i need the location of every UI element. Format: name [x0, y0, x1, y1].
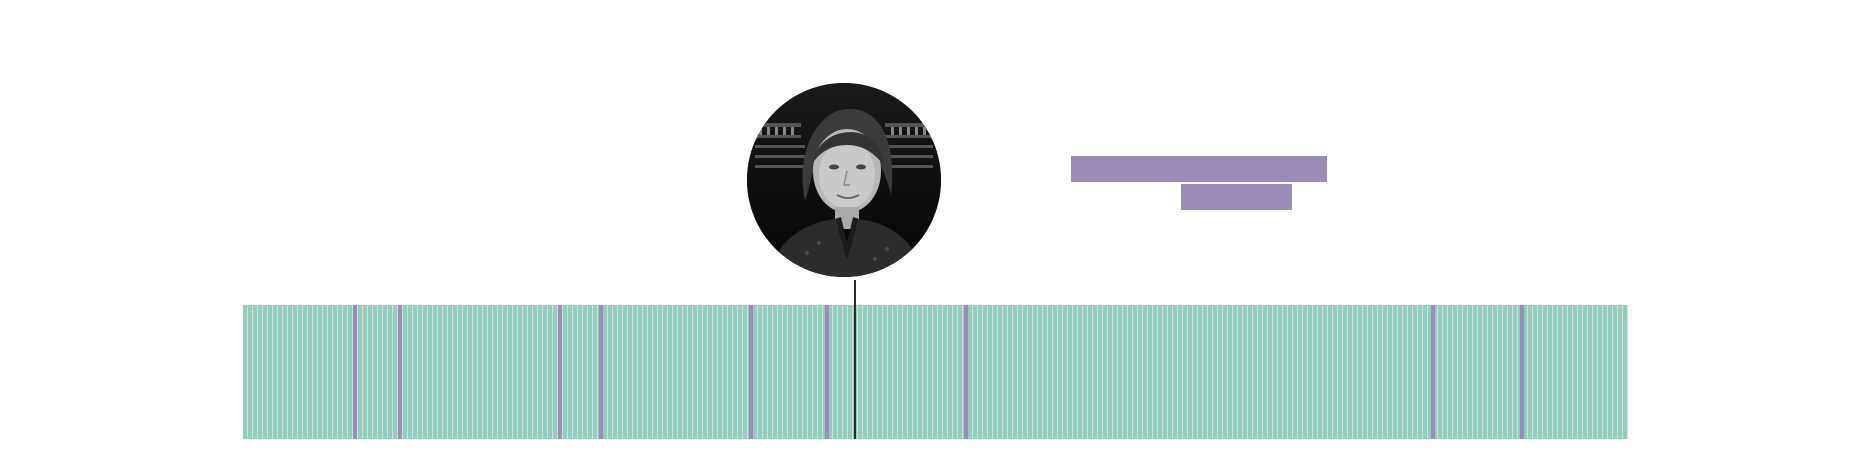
subtitle-placeholder-bar [1181, 184, 1292, 210]
timeline-marker[interactable] [1520, 305, 1524, 439]
timeline-marker[interactable] [964, 305, 968, 439]
timeline-marker[interactable] [749, 305, 753, 439]
timeline-marker[interactable] [825, 305, 829, 439]
timeline-marker[interactable] [398, 305, 402, 439]
portrait-pointer [854, 280, 856, 314]
timeline-track[interactable] [243, 305, 1628, 439]
person-photo-icon [747, 83, 941, 277]
timeline-marker[interactable] [558, 305, 562, 439]
portrait-avatar[interactable] [747, 83, 941, 277]
timeline-marker[interactable] [1431, 305, 1435, 439]
timeline-marker[interactable] [353, 305, 357, 439]
title-placeholder-bar [1071, 156, 1327, 182]
timeline-current-position[interactable] [854, 305, 856, 439]
timeline-marker[interactable] [599, 305, 603, 439]
